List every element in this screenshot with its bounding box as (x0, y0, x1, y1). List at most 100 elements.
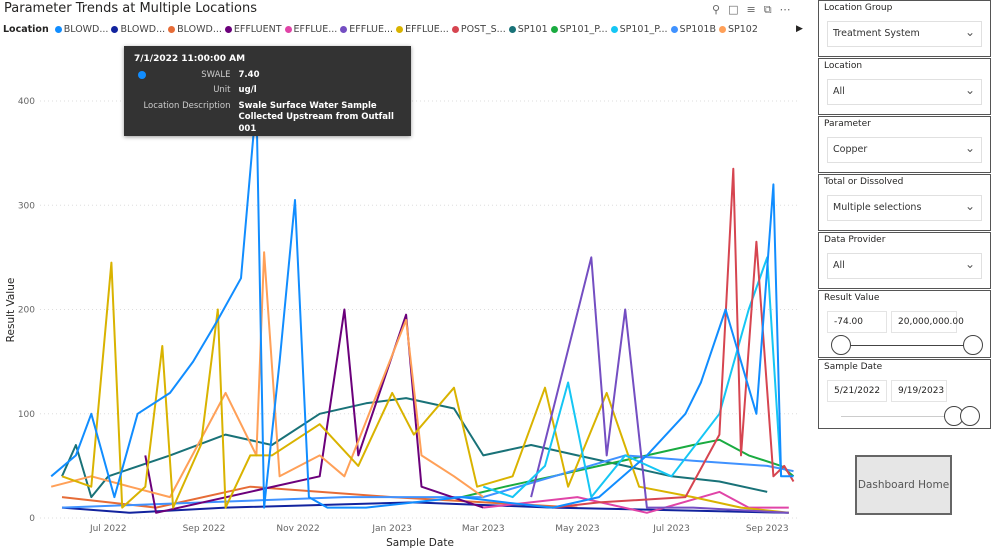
filter-panel: Location Group Treatment System ⌄ Location… (818, 0, 991, 430)
tooltip-date: 7/1/2022 11:00:00 AM (134, 54, 246, 64)
y-axis-title: Result Value (5, 278, 17, 343)
legend-next-arrow[interactable]: ▶ (796, 24, 803, 34)
dropdown-value: Treatment System (833, 28, 920, 39)
range-max-handle[interactable] (963, 335, 983, 355)
tooltip-unit-label: Unit (213, 85, 231, 96)
slicer-title: Data Provider (824, 235, 886, 245)
result-max-input[interactable]: 20,000,000.00 (891, 311, 964, 333)
legend-item[interactable]: SP102 (718, 24, 758, 35)
chevron-down-icon: ⌄ (964, 83, 975, 97)
y-tick-label: 300 (18, 201, 35, 211)
date-end-input[interactable]: 9/19/2023 (891, 380, 947, 402)
dropdown-value: Multiple selections (833, 202, 922, 213)
result-min-input[interactable]: -74.00 (827, 311, 887, 333)
chart-legend: Location BLOWD... BLOWD... BLOWD... EFFLUEN… (3, 24, 761, 35)
tooltip-location: SWALE (201, 70, 231, 80)
x-tick-label: Jul 2022 (89, 524, 127, 534)
series-line-efflue_gold (61, 261, 789, 514)
legend-item[interactable]: BLOWD... (54, 24, 108, 35)
filter-icon[interactable]: ≡ (746, 3, 756, 16)
legend-dot (111, 26, 119, 33)
slicer-sample-date: Sample Date 5/21/2022 9/19/2023 (818, 359, 991, 429)
line-chart: 0 100 200 300 400 Jul 2022 Sep 2022 Nov 2022 Jan… (5, 97, 800, 549)
slicer-total-dissolved: Total or Dissolved Multiple selections ⌄ (818, 174, 991, 231)
legend-dot (168, 26, 176, 33)
visual-header-icons: ⚲ □ ≡ ⧉ ⋯ (712, 3, 791, 17)
legend-dot (610, 26, 618, 33)
slicer-location: Location All ⌄ (818, 58, 991, 115)
date-end-handle[interactable] (960, 406, 980, 426)
y-tick-label: 100 (18, 410, 35, 420)
legend-label: SP101 (517, 24, 548, 35)
legend-item[interactable]: SP101 (508, 24, 548, 35)
slicer-title: Result Value (824, 293, 880, 303)
legend-dot (340, 26, 348, 33)
legend-label: EFFLUENT (233, 24, 282, 35)
series-line-efflue_pink (483, 490, 789, 514)
legend-dot (670, 26, 678, 33)
legend-label: BLOWD... (177, 24, 222, 35)
range-min-handle[interactable] (831, 335, 851, 355)
legend-item[interactable]: EFFLUENT (224, 24, 282, 35)
legend-dot (550, 26, 558, 33)
legend-item[interactable]: EFFLUE... (340, 24, 393, 35)
slicer-title: Total or Dissolved (824, 177, 904, 187)
copy-icon[interactable]: □ (728, 3, 739, 16)
dropdown-value: All (833, 260, 845, 271)
slicer-title: Location (824, 61, 863, 71)
legend-item[interactable]: BLOWD... (168, 24, 222, 35)
legend-dot (508, 26, 516, 33)
total-dissolved-dropdown[interactable]: Multiple selections ⌄ (827, 195, 982, 221)
x-tick-label: May 2023 (555, 524, 599, 534)
legend-label: SP102 (727, 24, 758, 35)
dropdown-value: Copper (833, 144, 868, 155)
parameter-dropdown[interactable]: Copper ⌄ (827, 137, 982, 163)
legend-dot (284, 26, 292, 33)
location-group-dropdown[interactable]: Treatment System ⌄ (827, 21, 982, 47)
location-dropdown[interactable]: All ⌄ (827, 79, 982, 105)
series-line-effluent (144, 308, 484, 514)
x-axis-title: Sample Date (386, 537, 454, 549)
range-track (839, 345, 974, 346)
date-range-track (841, 416, 951, 417)
slicer-result-value: Result Value -74.00 20,000,000.00 (818, 290, 991, 358)
slicer-location-group: Location Group Treatment System ⌄ (818, 0, 991, 57)
legend-item[interactable]: EFFLUE... (396, 24, 449, 35)
x-tick-label: Sep 2022 (183, 524, 226, 534)
slicer-title: Parameter (824, 119, 871, 129)
dashboard-home-button[interactable]: Dashboard Home (855, 455, 952, 515)
legend-item[interactable]: BLOWD... (111, 24, 165, 35)
tooltip-value: 7.40 (238, 70, 260, 80)
legend-item[interactable]: SP101_P... (550, 24, 608, 35)
chevron-down-icon: ⌄ (964, 257, 975, 271)
legend-item[interactable]: EFFLUE... (284, 24, 337, 35)
series-line-sp102 (50, 251, 484, 499)
x-tick-label: Jan 2023 (371, 524, 412, 534)
series-line-swale (50, 100, 794, 509)
data-provider-dropdown[interactable]: All ⌄ (827, 253, 982, 279)
y-tick-label: 400 (18, 97, 35, 107)
x-tick-label: Mar 2023 (462, 524, 505, 534)
legend-label: EFFLUE... (349, 24, 394, 35)
legend-label: POST_S... (460, 24, 506, 35)
legend-item[interactable]: SP101B (670, 24, 716, 35)
date-start-input[interactable]: 5/21/2022 (827, 380, 887, 402)
visual-title: Parameter Trends at Multiple Locations (4, 1, 257, 16)
series-line-blowd_2 (61, 501, 789, 514)
series-line-sp101_p_cyan (482, 256, 783, 499)
series-color-dot (138, 71, 146, 79)
series-line-efflue_violet (530, 256, 789, 514)
more-options-icon[interactable]: ⋯ (779, 3, 791, 16)
slicer-parameter: Parameter Copper ⌄ (818, 116, 991, 173)
legend-dot (224, 26, 232, 33)
pin-icon[interactable]: ⚲ (712, 3, 721, 16)
legend-item[interactable]: SP101_P... (610, 24, 668, 35)
focus-mode-icon[interactable]: ⧉ (763, 3, 772, 16)
legend-label: SP101B (679, 24, 716, 35)
y-tick-label: 0 (29, 514, 35, 524)
tooltip-desc: Swale Surface Water Sample Collected Ups… (238, 100, 394, 134)
legend-item[interactable]: POST_S... (451, 24, 506, 35)
y-tick-label: 200 (18, 306, 35, 316)
legend-label: SP101_P... (619, 24, 668, 35)
tooltip-unit: ug/l (238, 85, 257, 96)
